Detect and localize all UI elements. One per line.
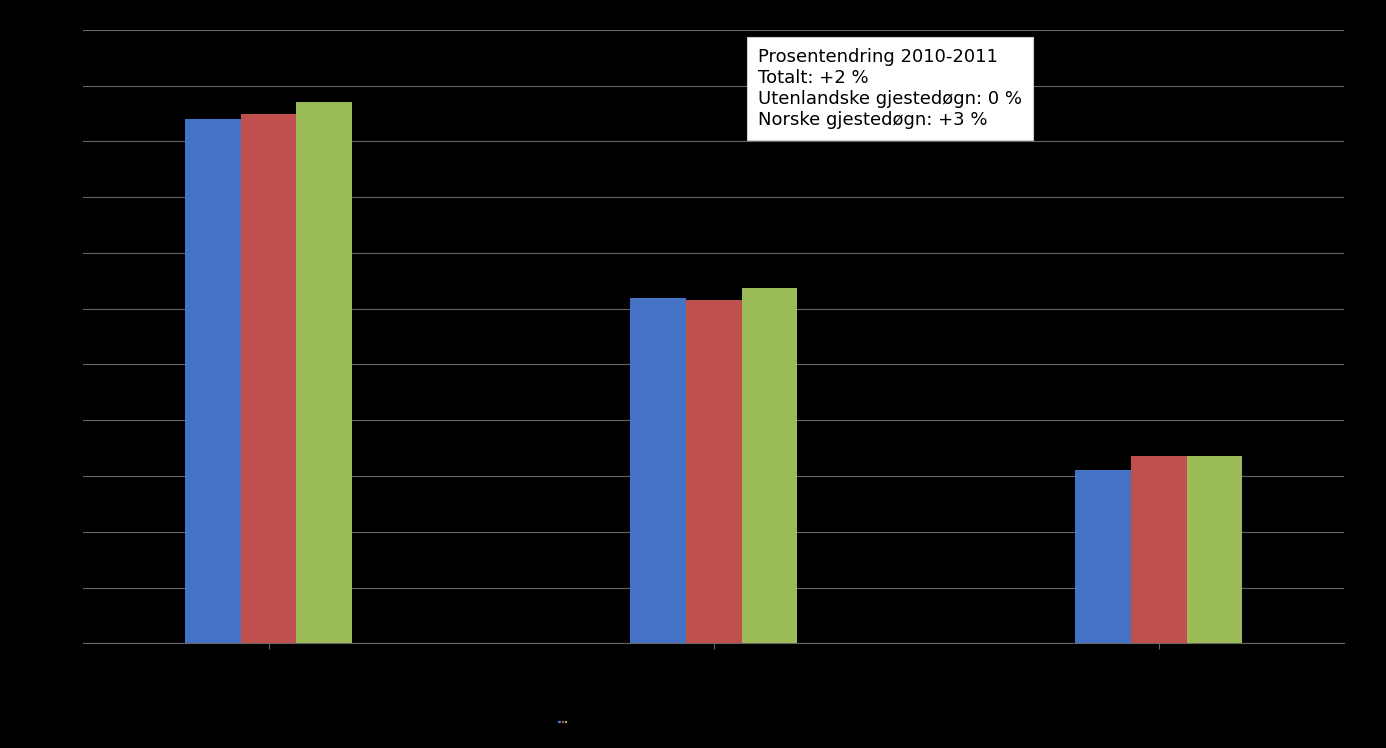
Bar — [742, 287, 797, 643]
Bar — [1076, 470, 1131, 643]
Legend: , , : , , — [559, 720, 567, 723]
Bar — [297, 102, 352, 643]
Bar — [1186, 456, 1242, 643]
Bar — [1131, 456, 1186, 643]
Bar — [631, 298, 686, 643]
Text: Prosentendring 2010-2011
Totalt: +2 %
Utenlandske gjestedøgn: 0 %
Norske gjested: Prosentendring 2010-2011 Totalt: +2 % Ut… — [758, 49, 1021, 129]
Bar — [686, 301, 742, 643]
Bar — [241, 114, 297, 643]
Bar — [186, 119, 241, 643]
